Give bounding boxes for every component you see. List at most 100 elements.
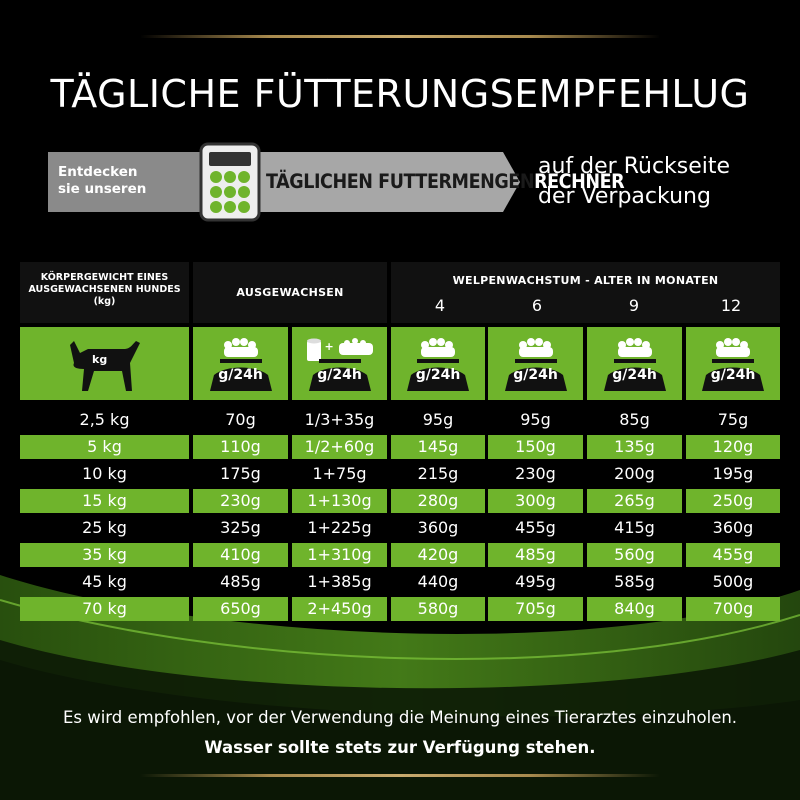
cell-feeding-amount: 2+450g: [292, 597, 387, 621]
cell-feeding-amount: 440g: [417, 572, 459, 591]
cell-feeding-amount: 455g: [686, 543, 780, 567]
cell-feeding-amount: 280g: [391, 489, 485, 513]
cell-feeding-amount: 1+385g: [307, 572, 372, 591]
cell-feeding-amount: 1+130g: [292, 489, 387, 513]
calculator-icon: [199, 142, 261, 222]
cell-feeding-amount: 580g: [391, 597, 485, 621]
cell-feeding-amount: 485g: [488, 543, 583, 567]
table-row: 25 kg 325g 1+225g 360g 455g 415g 360g: [20, 516, 780, 540]
header-adult: AUSGEWACHSEN: [193, 262, 387, 323]
banner-back-of-pack-text: auf der Rückseite der Verpackung: [538, 152, 778, 212]
cell-feeding-amount: 700g: [686, 597, 780, 621]
bowl-icon: [702, 338, 764, 391]
cell-feeding-amount: 495g: [515, 572, 556, 591]
table-row: 45 kg 485g 1+385g 440g 495g 585g 500g: [20, 570, 780, 594]
cell-body-weight: 5 kg: [20, 435, 189, 459]
bowl-icon-cell: + g/24h: [292, 327, 387, 400]
banner-discover-line2: sie unseren: [58, 181, 147, 197]
dog-icon-cell: kg: [20, 327, 189, 400]
cell-feeding-amount: 360g: [712, 518, 754, 537]
cell-feeding-amount: 135g: [587, 435, 682, 459]
banner-right-line2: der Verpackung: [538, 184, 711, 209]
cell-feeding-amount: 650g: [193, 597, 288, 621]
top-gold-divider: [140, 35, 660, 38]
cell-feeding-amount: 175g: [220, 464, 261, 483]
cell-feeding-amount: 70g: [225, 410, 256, 429]
banner-calculator-strong: TÄGLICHEN FUTTERMENGEN: [266, 170, 535, 193]
header-body-weight-label: KÖRPERGEWICHT EINES AUSGEWACHSENEN HUNDE…: [28, 272, 181, 307]
cell-feeding-amount: 500g: [712, 572, 754, 591]
bowl-icon: [603, 338, 666, 391]
table-row: 10 kg 175g 1+75g 215g 230g 200g 195g: [20, 462, 780, 486]
cell-feeding-amount: 110g: [193, 435, 288, 459]
dog-icon-label: kg: [92, 353, 108, 366]
bowl-icon-label: g/24h: [218, 367, 263, 383]
cell-feeding-amount: 200g: [614, 464, 655, 483]
bowl-icon-label: g/24h: [317, 367, 362, 383]
cell-feeding-amount: 360g: [417, 518, 459, 537]
cell-feeding-amount: 150g: [488, 435, 583, 459]
cell-body-weight: 2,5 kg: [79, 410, 130, 429]
cell-body-weight: 45 kg: [82, 572, 127, 591]
bowl-icon: [407, 338, 469, 391]
cell-feeding-amount: 840g: [587, 597, 682, 621]
bowl-icon-label: g/24h: [513, 367, 558, 383]
bowl-icon-label: g/24h: [415, 367, 461, 383]
cell-body-weight: 15 kg: [20, 489, 189, 513]
cell-feeding-amount: 1/3+35g: [304, 410, 375, 429]
cell-feeding-amount: 585g: [614, 572, 655, 591]
cell-feeding-amount: 145g: [391, 435, 485, 459]
cell-feeding-amount: 265g: [587, 489, 682, 513]
cell-feeding-amount: 1/2+60g: [292, 435, 387, 459]
bottom-gold-divider: [140, 774, 660, 777]
cell-feeding-amount: 705g: [488, 597, 583, 621]
banner-background: [48, 152, 520, 212]
banner-discover-text: Entdecken sie unseren: [58, 164, 198, 198]
table-row: 5 kg 110g 1/2+60g 145g 150g 135g 120g: [20, 435, 780, 459]
header-age-12: 12: [720, 296, 742, 315]
header-body-weight: KÖRPERGEWICHT EINES AUSGEWACHSENEN HUNDE…: [20, 262, 189, 323]
table-row: 2,5 kg 70g 1/3+35g 95g 95g 85g 75g: [20, 408, 780, 432]
header-age-9: 9: [628, 296, 640, 315]
banner-calculator-name: TÄGLICHEN FUTTERMENGENRECHNER: [266, 170, 625, 193]
cell-feeding-amount: 230g: [515, 464, 556, 483]
header-age-4: 4: [434, 296, 446, 315]
header-adult-label: AUSGEWACHSEN: [236, 286, 344, 299]
bowl-icon-label: g/24h: [612, 367, 657, 383]
cell-feeding-amount: 120g: [686, 435, 780, 459]
vet-advice-note: Es wird empfohlen, vor der Verwendung di…: [62, 708, 738, 727]
bowl-icon-label: g/24h: [710, 367, 756, 383]
cell-feeding-amount: 95g: [422, 410, 454, 429]
cell-feeding-amount: 415g: [614, 518, 655, 537]
banner-right-line1: auf der Rückseite: [538, 154, 731, 179]
banner-calculator-light: RECHNER: [534, 170, 625, 193]
bowl-icon: [504, 338, 567, 391]
bowl-icon-cell: g/24h: [391, 327, 485, 400]
cell-feeding-amount: 455g: [515, 518, 556, 537]
cell-feeding-amount: 1+225g: [307, 518, 372, 537]
cell-feeding-amount: 410g: [193, 543, 288, 567]
cell-body-weight: 70 kg: [20, 597, 189, 621]
table-row: 70 kg 650g 2+450g 580g 705g 840g 700g: [20, 597, 780, 621]
cell-body-weight: 25 kg: [82, 518, 127, 537]
cell-feeding-amount: 95g: [520, 410, 551, 429]
page-title: TÄGLICHE FÜTTERUNGSEMPFEHLUG: [50, 72, 750, 116]
header-age-6: 6: [531, 296, 543, 315]
cell-feeding-amount: 300g: [488, 489, 583, 513]
dog-icon: [70, 341, 140, 391]
bowl-icon-cell: g/24h: [686, 327, 780, 400]
bowl-icon-cell: g/24h: [587, 327, 682, 400]
cell-feeding-amount: 560g: [587, 543, 682, 567]
table-row: 15 kg 230g 1+130g 280g 300g 265g 250g: [20, 489, 780, 513]
header-puppy-label: WELPENWACHSTUM - ALTER IN MONATEN: [452, 274, 719, 287]
cell-feeding-amount: 85g: [619, 410, 650, 429]
bowl-icon-cell: g/24h: [193, 327, 288, 400]
cell-body-weight: 10 kg: [82, 464, 127, 483]
cell-feeding-amount: 420g: [391, 543, 485, 567]
header-puppy-growth: WELPENWACHSTUM - ALTER IN MONATEN 4 6 9 …: [391, 262, 780, 323]
calculator-banner: Entdecken sie unseren TÄGLICHEN FUTTERME…: [48, 142, 625, 222]
cell-feeding-amount: 75g: [717, 410, 749, 429]
cell-feeding-amount: 250g: [686, 489, 780, 513]
cell-feeding-amount: 215g: [417, 464, 459, 483]
